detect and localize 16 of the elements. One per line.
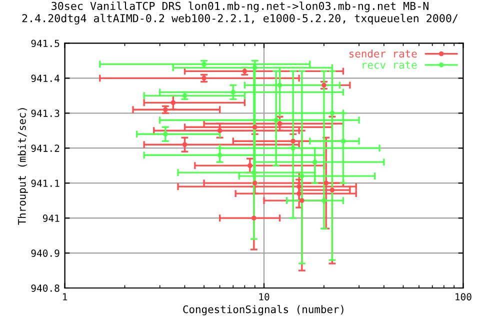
y-tick-label: 941 xyxy=(42,214,60,222)
y-tick-label: 940.9 xyxy=(31,250,60,257)
legend-label: sender rate xyxy=(349,50,417,58)
y-tick-label: 941.5 xyxy=(31,40,60,48)
x-tick-label: 1 xyxy=(63,293,68,300)
x-tick-label: 100 xyxy=(456,293,472,300)
y-tick-label: 941.4 xyxy=(31,74,60,82)
y-tick-label: 940.8 xyxy=(31,284,60,292)
y-tick-label: 941.1 xyxy=(31,180,60,187)
y-tick-label: 941.2 xyxy=(31,144,60,152)
x-axis-title: CongestionSignals (number) xyxy=(183,305,344,316)
chart-title: 30sec VanillaTCP DRS lon01.mb-ng.net->lon03.mb-ng.net MB-N 2.4.20dtg4 altAIMD-0.2 web100-2.2.1, e1000-5.2.20, txqueuelen 2000/ xyxy=(22,2,458,24)
legend-label: recv rate xyxy=(362,61,417,69)
y-axis-title: Throuput (mbit/sec) xyxy=(18,108,28,225)
y-tick-label: 941.3 xyxy=(31,110,60,117)
x-tick-label: 10 xyxy=(259,293,270,300)
